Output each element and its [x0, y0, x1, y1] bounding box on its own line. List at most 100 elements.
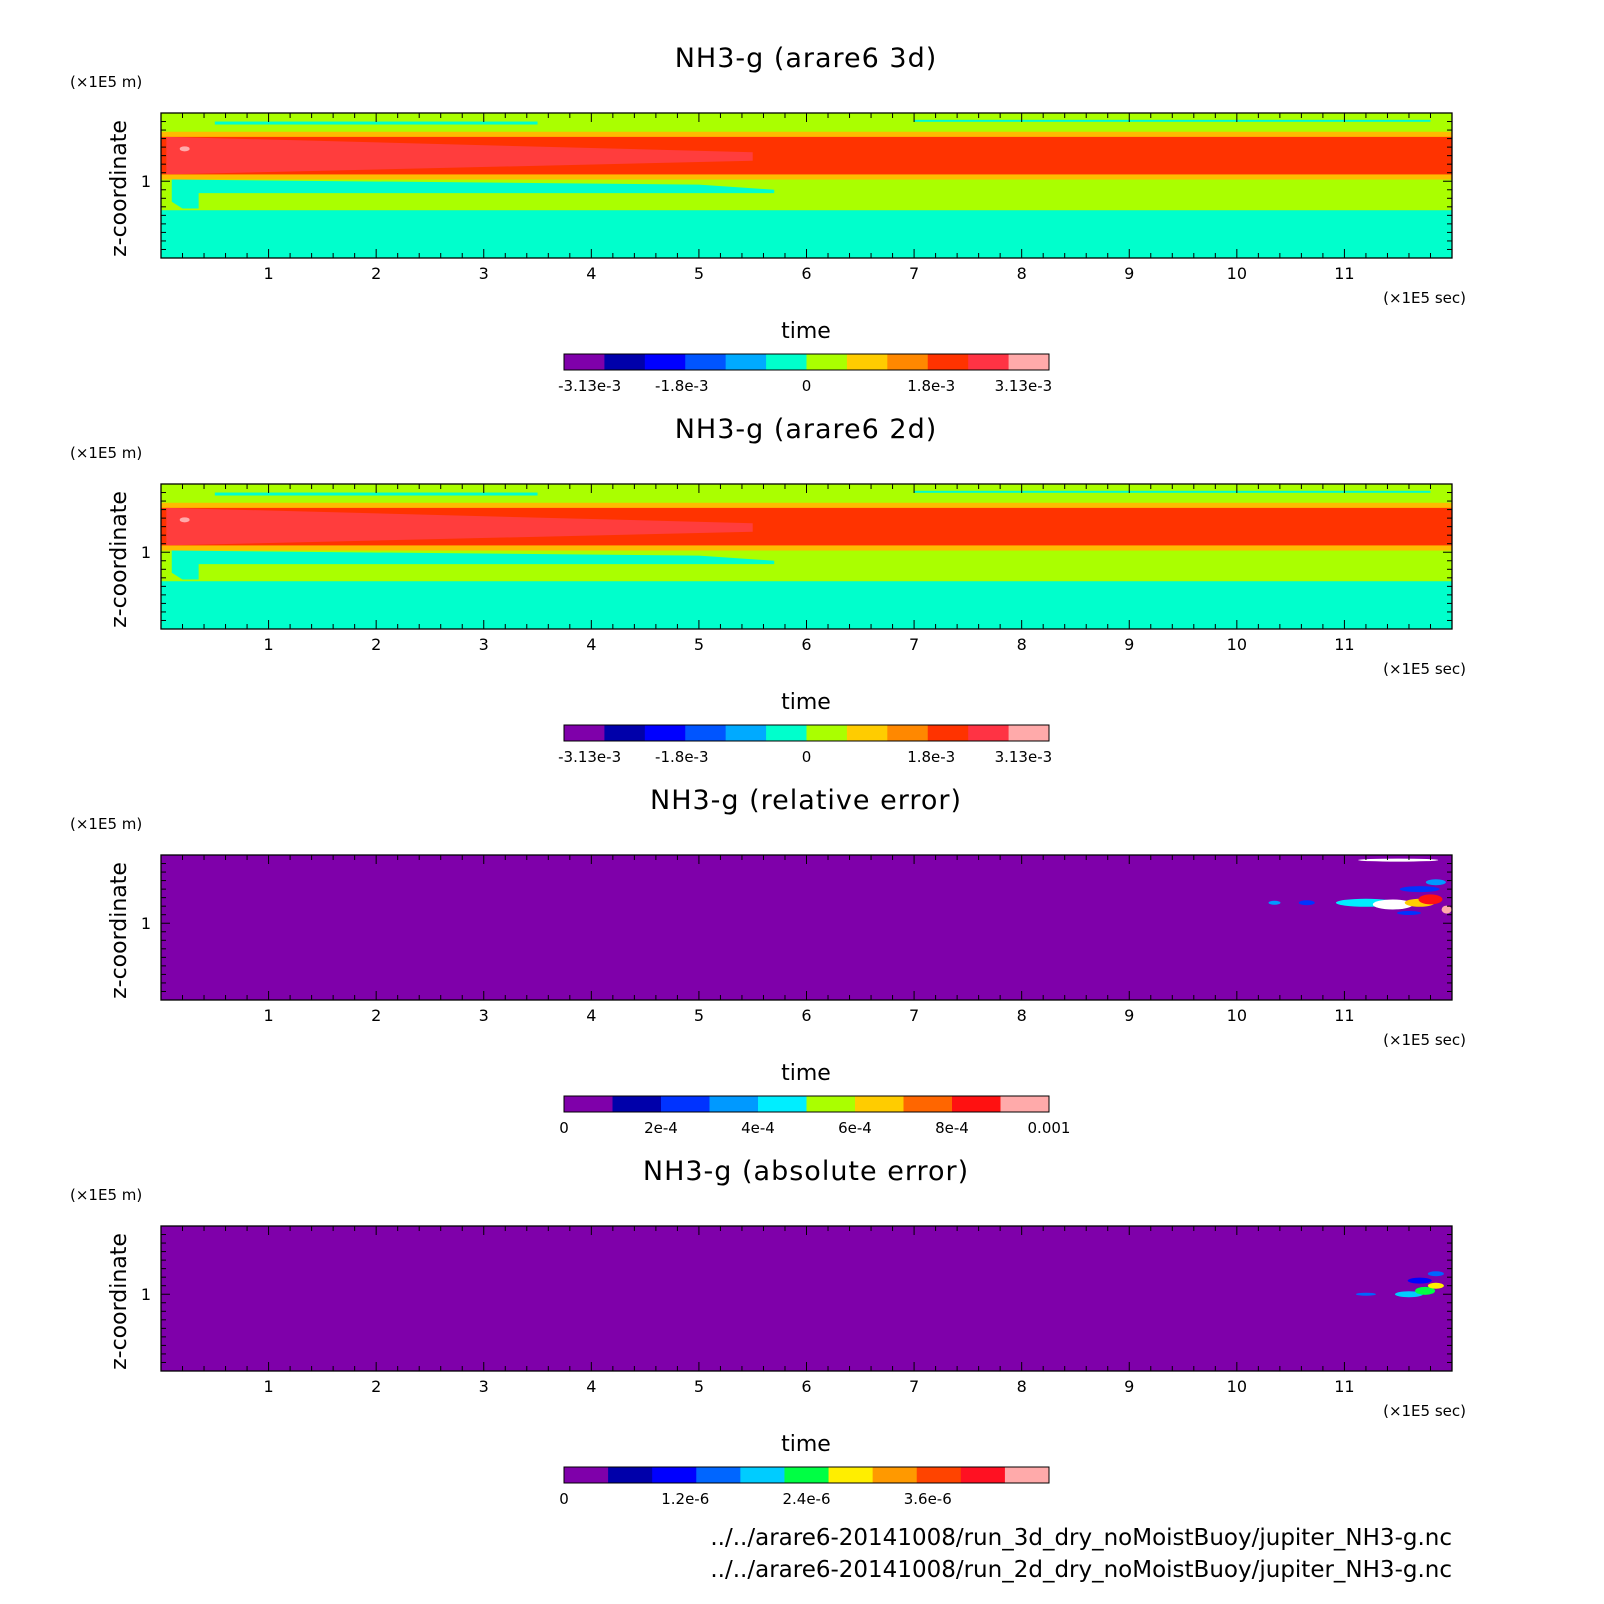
error-patch-1	[1268, 900, 1281, 905]
y-tick-label: 1	[141, 543, 151, 562]
error-patch-6	[1427, 1271, 1444, 1277]
colorbar-swatch	[784, 1467, 830, 1483]
colorbar-swatch	[1004, 1467, 1050, 1483]
colorbar-swatch	[564, 1467, 609, 1483]
panel-title: NH3-g (arare6 2d)	[675, 414, 938, 445]
error-patch-4	[1427, 1282, 1444, 1289]
x-unit-label: (×1E5 sec)	[1383, 289, 1466, 307]
error-patch-11	[1441, 905, 1452, 914]
x-unit-label: (×1E5 sec)	[1383, 1031, 1466, 1049]
error-patch-2	[1394, 1291, 1423, 1298]
colorbar-swatch	[887, 725, 929, 741]
colorbar-swatch	[652, 1467, 697, 1483]
top-streak-1	[214, 492, 538, 496]
x-tick-label: 4	[586, 635, 596, 654]
colorbar-tick-label: 0.001	[1028, 1119, 1071, 1137]
x-tick-label: 10	[1227, 635, 1247, 654]
error-patch-6	[1418, 894, 1443, 905]
colorbar-swatch	[855, 1096, 904, 1112]
y-unit-label: (×1E5 m)	[70, 815, 142, 833]
colorbar-swatch	[685, 725, 727, 741]
x-tick-label: 3	[479, 1006, 489, 1025]
error-patch-3	[1415, 1286, 1436, 1295]
colorbar-tick-label: 3.6e-6	[904, 1490, 952, 1508]
cyan-tongue	[171, 550, 775, 580]
colorbar-tick-label: 0	[559, 1119, 569, 1137]
x-tick-label: 8	[1017, 1377, 1027, 1396]
colorbar-swatch	[872, 1467, 918, 1483]
colorbar-tick-label: 3.13e-3	[995, 748, 1053, 766]
colorbar-tick-label: 8e-4	[935, 1119, 969, 1137]
x-axis-label: time	[781, 690, 831, 715]
x-tick-label: 8	[1017, 1006, 1027, 1025]
colorbar-swatch	[828, 1467, 874, 1483]
background-field	[161, 855, 1452, 1000]
colorbar-tick-label: 2.4e-6	[782, 1490, 830, 1508]
panel-4: NH3-g (absolute error) (×1E5 m) 1 2 3 4 5 6 7 8 9 1…	[70, 1156, 1466, 1508]
early-red-wedge	[166, 507, 753, 546]
colorbar-tick-label: 3.13e-3	[995, 377, 1053, 395]
x-tick-label: 10	[1227, 264, 1247, 283]
x-tick-label: 9	[1124, 1377, 1134, 1396]
y-unit-label: (×1E5 m)	[70, 73, 142, 91]
colorbar-frame	[563, 353, 1050, 371]
y-tick-label: 1	[141, 172, 151, 191]
colorbar-swatch	[846, 354, 888, 370]
y-tick-label: 1	[141, 914, 151, 933]
colorbar-swatch	[903, 1096, 953, 1112]
colorbar-frame	[563, 724, 1050, 742]
colorbar-swatch	[846, 725, 888, 741]
x-tick-label: 1	[263, 635, 273, 654]
x-tick-label: 2	[371, 264, 381, 283]
x-tick-label: 7	[909, 1006, 919, 1025]
colorbar-swatch	[685, 354, 727, 370]
error-patch-9	[1396, 911, 1421, 915]
panel-title: NH3-g (arare6 3d)	[675, 43, 938, 74]
colorbar-swatch	[1008, 354, 1050, 370]
x-tick-label: 4	[586, 1006, 596, 1025]
colorbar-frame	[563, 1095, 1050, 1113]
colorbar-swatch	[564, 354, 605, 370]
x-tick-label: 3	[479, 264, 489, 283]
colorbar-swatch	[612, 1096, 662, 1112]
colorbar-swatch	[1008, 725, 1050, 741]
x-tick-label: 9	[1124, 635, 1134, 654]
colorbar-swatch	[766, 354, 807, 370]
colorbar-swatch	[604, 725, 646, 741]
x-unit-label: (×1E5 sec)	[1383, 660, 1466, 678]
x-axis-label: time	[781, 1061, 831, 1086]
footer-path-2d: ../../arare6-20141008/run_2d_dry_noMoist…	[710, 1557, 1452, 1583]
error-patch-5	[1407, 1277, 1432, 1284]
panel-2: NH3-g (arare6 2d)(×1E5 m)1 2 3 4 5 6 7 8 9 10 111z…	[70, 414, 1466, 766]
x-tick-label: 1	[263, 1377, 273, 1396]
colorbar-swatch	[806, 354, 848, 370]
colorbar-tick-label: 0	[802, 377, 812, 395]
x-tick-label: 2	[371, 635, 381, 654]
y-axis-label: z-coordinate	[107, 862, 132, 999]
colorbar-swatch	[887, 354, 929, 370]
x-tick-label: 11	[1334, 635, 1354, 654]
colorbar-tick-label: 1.8e-3	[907, 748, 955, 766]
colorbar-swatch	[604, 354, 646, 370]
x-axis-label: time	[781, 1432, 831, 1457]
x-tick-label: 9	[1124, 264, 1134, 283]
colorbar-swatch	[725, 354, 767, 370]
colorbar-tick-label: -1.8e-3	[655, 748, 708, 766]
plot-area	[161, 1226, 1452, 1371]
x-tick-label: 8	[1017, 264, 1027, 283]
colorbar-swatch	[564, 1096, 613, 1112]
colorbar-swatch	[952, 1096, 1001, 1112]
x-tick-label: 5	[694, 264, 704, 283]
y-unit-label: (×1E5 m)	[70, 444, 142, 462]
colorbar-swatch	[740, 1467, 785, 1483]
error-patch-1	[1355, 1292, 1376, 1296]
error-patch-8	[1425, 879, 1446, 886]
colorbar: -3.13e-3 -1.8e-3 0 1.8e-3 3.13e-3	[558, 353, 1053, 395]
x-tick-label: 11	[1334, 264, 1354, 283]
early-red-wedge	[166, 136, 753, 175]
x-tick-label: 7	[909, 1377, 919, 1396]
colorbar-swatch	[696, 1467, 741, 1483]
colorbar-swatch	[806, 725, 848, 741]
x-tick-label: 8	[1017, 635, 1027, 654]
